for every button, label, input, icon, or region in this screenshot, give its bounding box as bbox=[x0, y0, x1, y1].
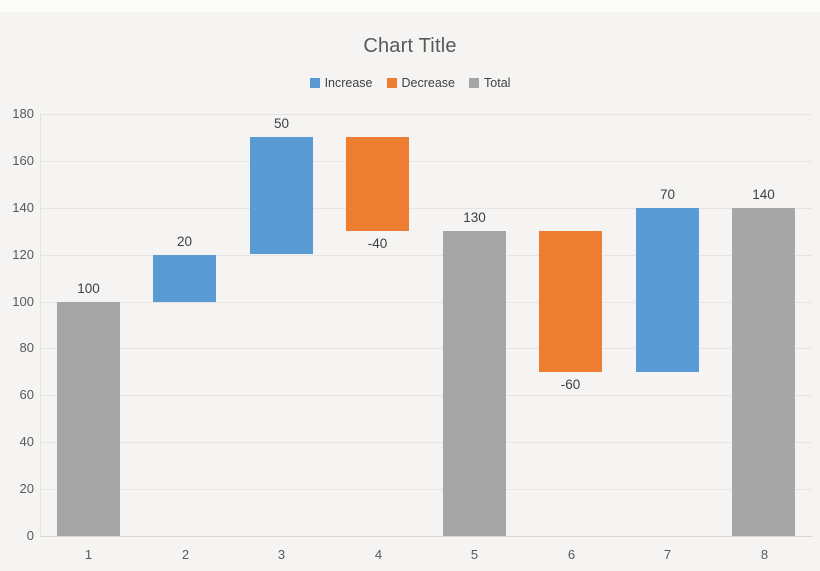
increase-swatch-icon bbox=[309, 78, 320, 88]
gridline bbox=[40, 489, 812, 490]
gridline bbox=[40, 208, 812, 209]
y-axis-tick-label: 40 bbox=[19, 434, 34, 449]
y-axis-tick-label: 140 bbox=[12, 200, 34, 215]
legend-item-decrease: Decrease bbox=[386, 76, 456, 90]
y-axis-tick-label: 60 bbox=[19, 387, 34, 402]
gridline bbox=[40, 442, 812, 443]
bar-increase-7 bbox=[636, 208, 699, 372]
gridline bbox=[40, 161, 812, 162]
data-label: 50 bbox=[273, 116, 290, 131]
y-axis-tick-label: 0 bbox=[26, 528, 34, 543]
gridline bbox=[40, 302, 812, 303]
data-label: 100 bbox=[77, 281, 100, 296]
y-axis-tick-label: 120 bbox=[12, 247, 34, 262]
bar-decrease-6 bbox=[539, 231, 602, 372]
x-axis-tick-label: 8 bbox=[760, 547, 769, 562]
gridline bbox=[40, 114, 812, 115]
data-label: 130 bbox=[463, 210, 486, 225]
y-axis-line bbox=[40, 114, 41, 536]
x-axis-tick-label: 3 bbox=[277, 547, 286, 562]
x-axis-line bbox=[40, 536, 812, 537]
legend-label-increase: Increase bbox=[324, 76, 373, 90]
total-swatch-icon bbox=[469, 78, 480, 88]
x-axis-tick-label: 4 bbox=[374, 547, 383, 562]
x-axis-tick-label: 6 bbox=[567, 547, 576, 562]
x-axis-tick-label: 7 bbox=[663, 547, 672, 562]
gridline bbox=[40, 255, 812, 256]
decrease-swatch-icon bbox=[386, 78, 397, 88]
data-label: -60 bbox=[560, 377, 581, 392]
x-axis-tick-label: 5 bbox=[470, 547, 479, 562]
bar-decrease-4 bbox=[346, 137, 409, 231]
y-axis-tick-label: 180 bbox=[12, 106, 34, 121]
data-label: 20 bbox=[176, 234, 193, 249]
data-label: -40 bbox=[367, 236, 388, 251]
legend-label-decrease: Decrease bbox=[401, 76, 456, 90]
bar-increase-3 bbox=[250, 137, 313, 254]
gridline bbox=[40, 348, 812, 349]
y-axis-tick-label: 160 bbox=[12, 153, 34, 168]
chart-legend: Increase Decrease Total bbox=[0, 76, 820, 90]
y-axis-tick-label: 100 bbox=[12, 294, 34, 309]
gridline bbox=[40, 395, 812, 396]
bar-total-5 bbox=[443, 231, 506, 536]
x-axis-tick-label: 2 bbox=[181, 547, 190, 562]
chart-title: Chart Title bbox=[363, 35, 457, 57]
data-label: 140 bbox=[752, 187, 775, 202]
bar-increase-2 bbox=[153, 255, 216, 302]
legend-item-increase: Increase bbox=[309, 76, 373, 90]
bar-total-8 bbox=[732, 208, 795, 536]
background-top-strip bbox=[0, 0, 820, 12]
legend-label-total: Total bbox=[484, 76, 511, 90]
legend-item-total: Total bbox=[469, 76, 510, 90]
bar-total-1 bbox=[57, 302, 120, 536]
y-axis-tick-label: 20 bbox=[19, 481, 34, 496]
data-label: 70 bbox=[659, 187, 676, 202]
x-axis-tick-label: 1 bbox=[84, 547, 93, 562]
y-axis-tick-label: 80 bbox=[19, 340, 34, 355]
